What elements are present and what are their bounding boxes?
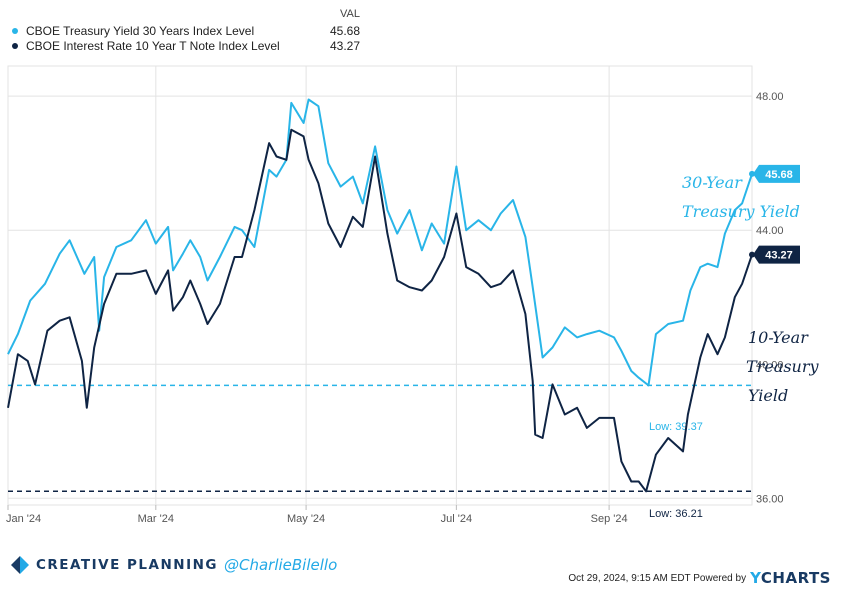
legend-item-30y[interactable]: CBOE Treasury Yield 30 Years Index Level… bbox=[12, 24, 360, 38]
creative-planning-logo-icon bbox=[11, 556, 29, 574]
ycharts-logo-rest: CHARTS bbox=[760, 569, 831, 587]
x-tick-label: Mar '24 bbox=[138, 513, 174, 525]
y-tick-label: 36.00 bbox=[756, 493, 784, 505]
legend-value-30y: 45.68 bbox=[329, 24, 360, 38]
chart-annotation: Yield bbox=[748, 386, 788, 405]
ycharts-logo-y: Y bbox=[750, 569, 761, 587]
x-tick-label: Jan '24 bbox=[6, 513, 41, 525]
x-tick-label: May '24 bbox=[287, 513, 325, 525]
low-reference-label: Low: 39.37 bbox=[649, 421, 703, 433]
legend-label-30y: CBOE Treasury Yield 30 Years Index Level bbox=[26, 24, 255, 38]
last-value-tag-text: 45.68 bbox=[765, 169, 793, 181]
legend-dot-10y bbox=[12, 42, 18, 49]
footer-brand: CREATIVE PLANNING @CharlieBilello bbox=[10, 553, 337, 577]
y-tick-label: 48.00 bbox=[756, 91, 784, 103]
chart-annotation: 30-Year bbox=[682, 173, 743, 192]
series-end-point bbox=[749, 170, 755, 177]
series-line bbox=[7, 128, 753, 493]
footer-credit: Oct 29, 2024, 9:15 AM EDT Powered by YCH… bbox=[568, 569, 831, 587]
last-value-tag: 43.27 bbox=[753, 245, 800, 264]
x-tick-label: Sep '24 bbox=[591, 513, 628, 525]
series-line bbox=[7, 98, 753, 387]
author-handle[interactable]: @CharlieBilello bbox=[223, 556, 338, 574]
legend-item-10y[interactable]: CBOE Interest Rate 10 Year T Note Index … bbox=[12, 39, 360, 53]
chart-annotation: Treasury Yield bbox=[682, 202, 800, 221]
plot-area bbox=[7, 65, 753, 506]
series-end-point bbox=[749, 251, 755, 258]
chart-annotation: Treasury bbox=[746, 357, 819, 376]
legend-header: VAL bbox=[340, 8, 360, 20]
brand-name: CREATIVE PLANNING bbox=[36, 557, 218, 573]
last-value-tag-box bbox=[753, 245, 800, 264]
legend-dot-30y bbox=[12, 27, 18, 34]
y-tick-label: 40.00 bbox=[756, 359, 784, 371]
last-value-tag-text: 43.27 bbox=[765, 250, 793, 262]
legend-label-10y: CBOE Interest Rate 10 Year T Note Index … bbox=[26, 39, 280, 53]
legend-value-10y: 43.27 bbox=[329, 39, 360, 53]
chart-annotation: 10-Year bbox=[748, 328, 809, 347]
ycharts-logo[interactable]: YCHARTS bbox=[750, 569, 831, 587]
low-reference-label: Low: 36.21 bbox=[649, 508, 703, 520]
last-value-tag-box bbox=[753, 164, 800, 183]
y-tick-label: 44.00 bbox=[756, 225, 784, 237]
timestamp: Oct 29, 2024, 9:15 AM EDT Powered by bbox=[568, 572, 747, 584]
x-tick-label: Jul '24 bbox=[441, 513, 472, 525]
last-value-tag: 45.68 bbox=[753, 164, 800, 183]
